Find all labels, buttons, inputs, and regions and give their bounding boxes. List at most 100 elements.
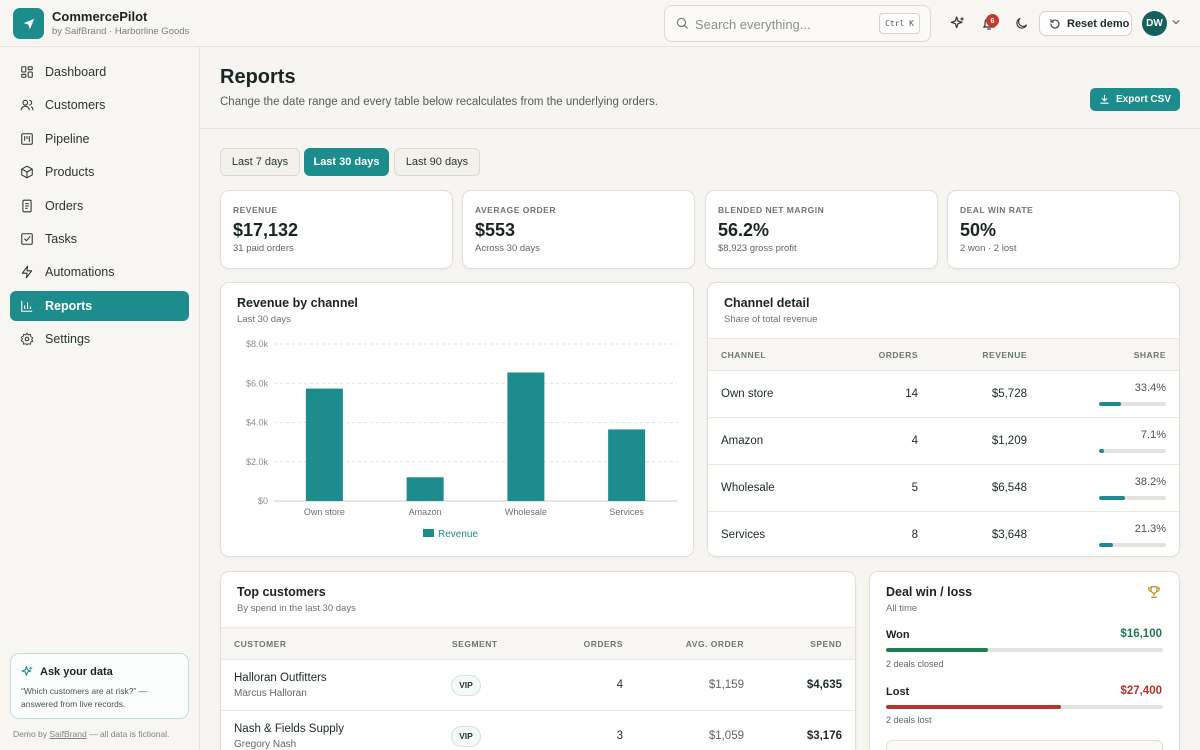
sidebar-item-tasks[interactable]: Tasks: [10, 224, 189, 254]
revenue-bar-chart: $0 $2.0k $4.0k $6.0k $8.0k Own store Amazon Who…: [246, 339, 677, 540]
kpi-sub: 2 won · 2 lost: [960, 243, 1017, 254]
sidebar-item-settings[interactable]: Settings: [10, 324, 189, 354]
theme-toggle[interactable]: [1011, 13, 1031, 33]
table-row: Wholesale 5 $6,548 38.2%: [708, 465, 1179, 512]
kpi-label: AVERAGE ORDER: [475, 205, 556, 215]
channel-revenue: $1,209: [991, 435, 1027, 447]
column-header: SPEND: [810, 639, 842, 649]
sidebar-item-pipeline[interactable]: Pipeline: [10, 124, 189, 154]
share-bar: [1099, 449, 1166, 453]
channel-orders: 8: [911, 529, 918, 541]
ask-quote: “Which customers are at risk?” — answere…: [21, 686, 148, 709]
deal-lost-amount: $27,400: [1120, 685, 1162, 697]
customer-name[interactable]: Halloran Outfitters: [234, 672, 327, 684]
channel-revenue: $5,728: [991, 388, 1027, 400]
channel-table-header: CHANNEL ORDERS REVENUE SHARE: [708, 338, 1179, 371]
channel-revenue: $3,648: [991, 529, 1027, 541]
sparkles-icon: [950, 16, 965, 29]
segment-badge: VIP: [451, 726, 481, 747]
channel-share: 7.1%: [1140, 429, 1166, 441]
reset-demo-button[interactable]: Reset demo: [1039, 11, 1132, 36]
column-header: SHARE: [1133, 350, 1166, 360]
kanban-icon: [21, 133, 33, 145]
segment-badge: VIP: [451, 675, 481, 696]
kpi-sub: 31 paid orders: [233, 243, 294, 254]
box-icon: [21, 165, 33, 179]
top-customers-subtitle: By spend in the last 30 days: [237, 603, 356, 614]
revenue-by-channel-card: Revenue by channel Last 30 days $0 $2.0k $…: [220, 282, 694, 557]
sidebar-item-orders[interactable]: Orders: [10, 191, 189, 221]
sidebar-item-automations[interactable]: Automations: [10, 257, 189, 287]
sidebar-item-reports[interactable]: Reports: [10, 291, 189, 321]
chevron-down-icon[interactable]: [1171, 17, 1181, 27]
table-row[interactable]: Halloran Outfitters Marcus Halloran VIP 4 $1…: [221, 660, 855, 711]
column-header: REVENUE: [982, 350, 1027, 360]
deal-won-label: Won: [886, 629, 910, 641]
column-header: AVG. ORDER: [685, 639, 744, 649]
channel-share: 38.2%: [1134, 476, 1166, 488]
gear-icon: [20, 332, 34, 346]
moon-icon: [1015, 17, 1027, 29]
sidebar-item-customers[interactable]: Customers: [10, 90, 189, 120]
sidebar-item-label: Settings: [45, 332, 91, 346]
channel-detail-card: Channel detail Share of total revenue CH…: [707, 282, 1180, 557]
bar[interactable]: [406, 477, 444, 501]
demo-note-brand-link[interactable]: SaifBrand: [49, 729, 87, 739]
customer-name[interactable]: Nash & Fields Supply: [234, 723, 344, 735]
sidebar-item-label: Dashboard: [45, 65, 107, 79]
table-row: Own store 14 $5,728 33.4%: [708, 371, 1179, 418]
page-title: Reports: [220, 66, 296, 88]
kpi-value: 56.2%: [718, 220, 770, 240]
share-bar: [1099, 543, 1166, 547]
range-last-7-days[interactable]: Last 7 days: [220, 148, 300, 176]
deal-won-fill: [886, 648, 989, 652]
customer-orders: 4: [616, 679, 623, 691]
kpi-card-average-order: AVERAGE ORDER $553 Across 30 days: [462, 190, 695, 269]
range-last-30-days[interactable]: Last 30 days: [304, 148, 389, 176]
channel-share: 33.4%: [1134, 382, 1166, 394]
bar[interactable]: [305, 388, 343, 501]
kpi-sub: $8,923 gross profit: [718, 243, 797, 254]
deal-won-amount: $16,100: [1120, 628, 1162, 640]
search-input[interactable]: Search everything... Ctrl K: [664, 5, 931, 42]
table-row[interactable]: Nash & Fields Supply Gregory Nash VIP 3 $1,0…: [221, 711, 855, 750]
bar[interactable]: [608, 429, 646, 501]
kpi-value: 50%: [960, 220, 997, 240]
y-tick-label: $6.0k: [246, 378, 269, 388]
ask-title: Ask your data: [40, 666, 113, 678]
grid-icon: [21, 66, 33, 78]
deal-win-loss-card: Deal win / loss All time Won $16,100 2 d…: [869, 571, 1180, 750]
share-bar-fill: [1099, 543, 1114, 547]
sidebar-item-products[interactable]: Products: [10, 157, 189, 187]
demo-note: Demo by SaifBrand — all data is fictiona…: [13, 729, 169, 739]
ask-your-data-card[interactable]: Ask your data “Which customers are at ri…: [10, 653, 189, 719]
channel-revenue: $6,548: [991, 482, 1027, 494]
kpi-value: $17,132: [233, 220, 299, 240]
channel-orders: 4: [911, 435, 918, 447]
deal-lost-fill: [886, 705, 1061, 709]
x-tick-label: Services: [609, 507, 644, 517]
header-divider: [200, 128, 1200, 129]
download-icon: [1100, 94, 1109, 104]
y-tick-label: $8.0k: [246, 339, 269, 349]
avatar[interactable]: DW: [1142, 11, 1167, 36]
export-csv-button[interactable]: Export CSV: [1090, 88, 1180, 111]
column-header: ORDERS: [583, 639, 623, 649]
sidebar-item-label: Pipeline: [45, 132, 90, 146]
sparkles-button[interactable]: [948, 13, 968, 33]
x-tick-label: Wholesale: [505, 507, 547, 517]
search-placeholder: Search everything...: [695, 17, 811, 32]
customer-avg-order: $1,159: [708, 679, 744, 691]
range-last-90-days[interactable]: Last 90 days: [394, 148, 480, 176]
bar[interactable]: [507, 372, 545, 501]
notification-badge: 6: [986, 14, 999, 27]
customers-table-header: CUSTOMER SEGMENT ORDERS AVG. ORDER SPEND: [221, 627, 855, 660]
trophy-icon: [1148, 586, 1160, 598]
demo-note-prefix: Demo by: [13, 729, 50, 739]
logo[interactable]: [13, 8, 44, 39]
kpi-label: REVENUE: [233, 205, 278, 215]
table-row: Amazon 4 $1,209 7.1%: [708, 418, 1179, 465]
x-tick-label: Amazon: [409, 507, 442, 517]
kpi-card-revenue: REVENUE $17,132 31 paid orders: [220, 190, 453, 269]
sidebar-item-dashboard[interactable]: Dashboard: [10, 57, 189, 87]
